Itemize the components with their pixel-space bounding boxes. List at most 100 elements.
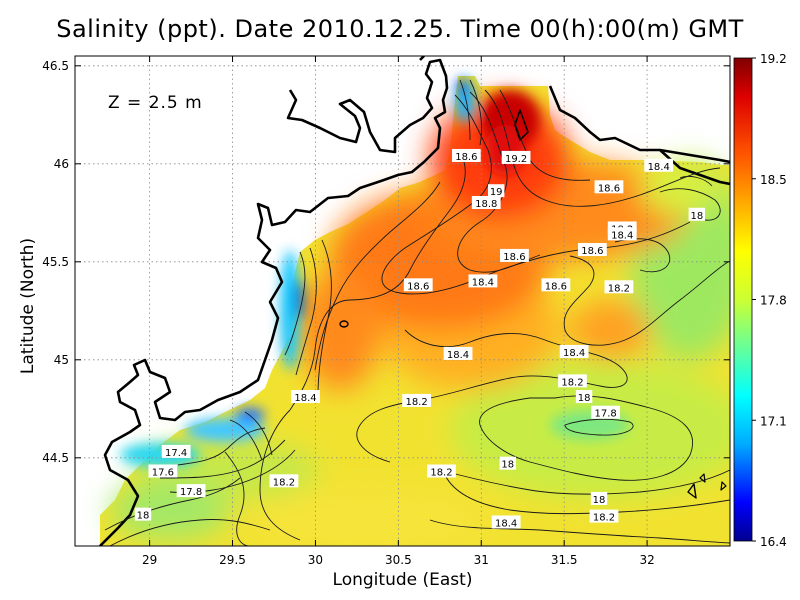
contour-label-text: 18.8 — [475, 199, 497, 210]
contour-label-box — [491, 515, 521, 529]
contour-line — [429, 519, 730, 544]
contour-label-text: 18.2 — [405, 397, 427, 408]
contour-line — [104, 477, 241, 531]
contour-label: 18.6 — [577, 243, 607, 257]
x-axis-label: Longitude (East) — [332, 570, 473, 590]
x-tick-label: 30 — [308, 553, 323, 567]
coastline-north — [419, 56, 425, 61]
colorbar: 19.2 18.5 17.8 17.1 16.4 — [733, 52, 787, 549]
contour-label: 17.4 — [161, 444, 191, 459]
x-tick-label: 31 — [474, 553, 489, 567]
x-tick-label: 29 — [142, 553, 157, 567]
contour-label-text: 18.6 — [581, 246, 603, 257]
contour-label: 18.2 — [269, 474, 299, 488]
y-tick-label: 46 — [54, 157, 69, 171]
coastline-island — [514, 109, 529, 141]
x-tick-label: 30.5 — [385, 553, 412, 567]
contour-label-text: 18.6 — [407, 281, 429, 292]
contour-label-text: 19 — [490, 187, 503, 198]
contour-line — [109, 519, 271, 546]
contour-label-text: 19.2 — [505, 154, 527, 165]
contour-label-text: 18.6 — [503, 252, 525, 263]
contour-label-box — [499, 456, 516, 470]
colorbar-tick-label: 16.4 — [760, 535, 787, 549]
contour-label: 17.8 — [176, 484, 206, 498]
contour-label-box — [403, 278, 433, 292]
contour-label-box — [607, 227, 637, 241]
contour-label-text: 18 — [578, 393, 591, 404]
contour-label: 19.2 — [501, 150, 531, 165]
contour-label-text: 18.6 — [455, 152, 477, 163]
contour-line — [244, 411, 273, 456]
contour-label: 17.6 — [148, 464, 178, 479]
y-tick-label: 45.5 — [42, 255, 69, 269]
salinity-field — [100, 76, 730, 546]
contour-line — [563, 255, 729, 346]
contour-label-box — [291, 390, 320, 404]
contour-label-text: 18.2 — [593, 513, 615, 524]
contour-label: 18 — [575, 390, 593, 404]
contour-label: 19 — [487, 184, 505, 198]
contour-label-text: 18.4 — [472, 277, 494, 288]
contour-line — [284, 251, 306, 356]
contour-line — [159, 439, 286, 479]
colorbar-tick-label: 18.5 — [760, 173, 787, 187]
contour-label-box — [577, 243, 607, 257]
contour-line — [444, 474, 730, 515]
contour-line — [259, 409, 301, 541]
contour-label: 18 — [134, 507, 152, 522]
contour-label-box — [575, 390, 593, 404]
contour-line — [659, 188, 721, 221]
x-axis: 29 29.5 30 30.5 31 31.5 32 — [142, 56, 655, 567]
contour-label-text: 18.4 — [447, 350, 469, 361]
contour-label: 18.8 — [471, 196, 501, 210]
contour-label-box — [468, 274, 498, 288]
y-tick-label: 46.5 — [42, 59, 69, 73]
contour-label-text: 18.2 — [273, 477, 295, 488]
contour-label-box — [161, 444, 191, 458]
contour-label-text: 18 — [137, 511, 150, 522]
coastline-cape — [659, 149, 730, 186]
islet — [339, 320, 349, 328]
contour-label: 18.2 — [589, 509, 619, 524]
contour-label-box — [148, 464, 178, 478]
chart-title: Salinity (ppt). Date 2010.12.25. Time 00… — [56, 15, 744, 43]
contour-label-text: 17.8 — [595, 409, 617, 420]
contour-line — [457, 91, 541, 273]
contour-label: 17.8 — [591, 405, 621, 420]
coastline-main — [99, 58, 449, 546]
contour-label-box — [269, 474, 299, 488]
contour-label: 18 — [499, 456, 516, 471]
contour-label: 18.4 — [559, 344, 589, 359]
contour-label-text: 18.4 — [495, 518, 517, 529]
coastline — [99, 56, 730, 546]
contour-label-box — [541, 278, 571, 292]
contour-label-text: 18.4 — [294, 393, 316, 404]
contour-label: 18.6 — [541, 278, 571, 292]
contour-line — [469, 79, 482, 146]
contour-label-text: 18 — [501, 460, 514, 471]
y-axis: 44.5 45 45.5 46 46.5 — [42, 59, 730, 465]
colorbar-gradient — [733, 57, 753, 542]
contour-label-box — [402, 393, 431, 407]
islet-east-2 — [699, 473, 706, 483]
contour-label-box — [590, 491, 608, 505]
contour-label-text: 18 — [593, 495, 606, 506]
contour-line — [314, 181, 441, 371]
colorbar-tick-label: 17.8 — [760, 294, 787, 308]
contour-line — [564, 418, 634, 436]
contour-label: 18.2 — [558, 374, 587, 388]
x-tick-label: 29.5 — [219, 553, 246, 567]
contour-label-text: 18.6 — [545, 281, 567, 292]
contour-label-box — [471, 196, 501, 209]
contour-label-text: 18.2 — [430, 468, 452, 479]
contour-label-box — [604, 280, 634, 294]
contour-label: 18.4 — [468, 274, 498, 288]
contour-line — [177, 427, 266, 466]
contour-label-text: 18.2 — [561, 377, 583, 388]
contour-label-box — [487, 184, 505, 198]
contour-label-box — [559, 344, 589, 358]
contour-label-box — [501, 150, 531, 164]
contour-line — [317, 239, 332, 396]
